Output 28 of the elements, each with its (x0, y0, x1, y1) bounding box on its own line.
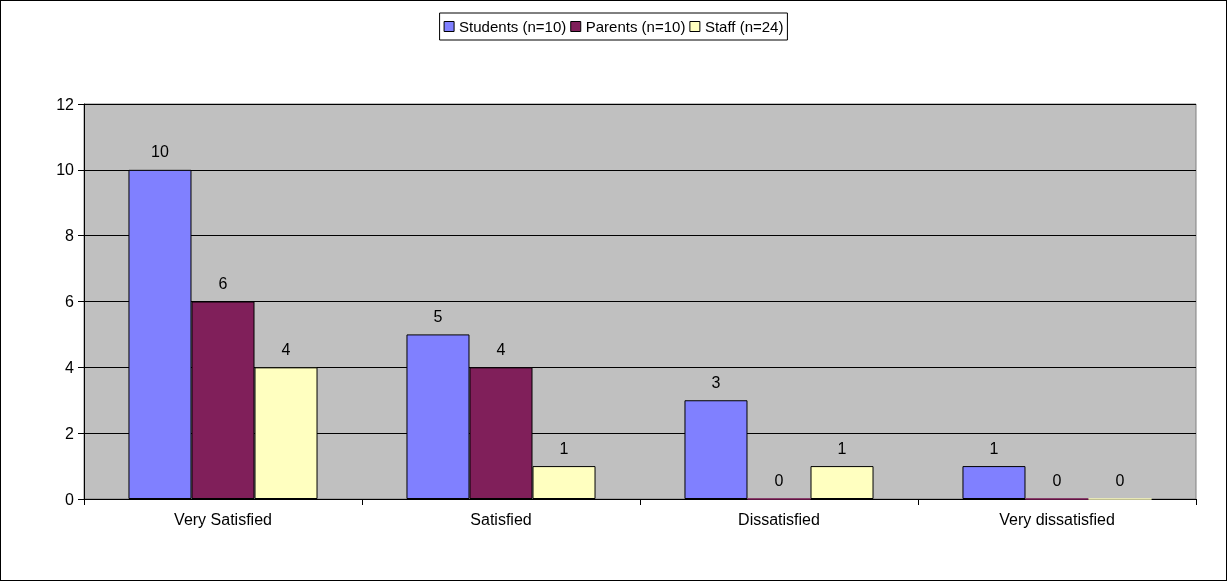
data-label: 6 (218, 275, 228, 292)
bar (962, 466, 1026, 499)
y-tick-label: 12 (56, 95, 75, 113)
data-label: 10 (151, 143, 169, 161)
y-tick-label: 10 (56, 161, 75, 179)
data-label: 3 (711, 373, 721, 391)
x-tick-label: Very Satisfied (174, 510, 272, 528)
x-tick-label: Dissatisfied (738, 510, 820, 528)
legend-label: Staff (n=24) (704, 18, 784, 35)
data-label: 1 (989, 439, 999, 457)
data-label: 1 (559, 439, 569, 457)
y-tick-label: 2 (65, 424, 75, 442)
data-label: 4 (281, 340, 291, 358)
y-tick-label: 4 (65, 358, 75, 376)
y-tick-label: 0 (65, 490, 75, 508)
y-tick-label: 8 (65, 227, 75, 245)
legend-label: Parents (n=10) (585, 18, 686, 35)
data-label: 0 (1052, 472, 1062, 489)
data-label: 0 (774, 472, 784, 489)
legend-label: Students (n=10) (459, 18, 567, 35)
x-tick-label: Satisfied (470, 510, 532, 528)
x-tick-label: Very dissatisfied (999, 510, 1115, 528)
data-label: 4 (496, 340, 506, 358)
data-label: 5 (433, 307, 443, 325)
y-tick-label: 6 (65, 293, 75, 310)
bar (810, 466, 874, 499)
data-label: 1 (837, 439, 847, 457)
data-label: 0 (1115, 472, 1125, 489)
